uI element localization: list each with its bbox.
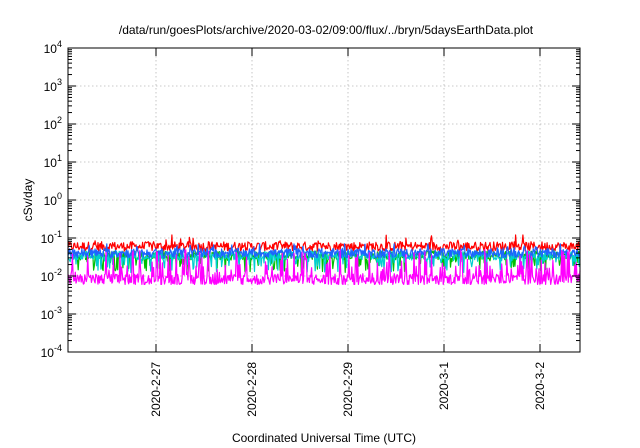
- x-tick-label: 2020-2-27: [149, 362, 163, 417]
- grid: [68, 48, 580, 352]
- y-tick-label: 103: [44, 77, 62, 94]
- y-tick-label: 10-1: [41, 229, 62, 246]
- y-tick-label: 10-4: [41, 343, 62, 360]
- chart-title: /data/run/goesPlots/archive/2020-03-02/0…: [119, 23, 534, 37]
- y-tick-label: 104: [44, 39, 62, 56]
- y-axis-label: cSv/day: [21, 179, 35, 222]
- y-tick-label: 10-2: [41, 267, 62, 284]
- x-tick-label: 2020-2-29: [341, 362, 355, 417]
- y-axis: 10-4 10-3 10-2 10-1 100 101 102 103 104: [41, 39, 580, 360]
- y-tick-label: 102: [44, 115, 62, 132]
- x-tick-label: 2020-3-1: [437, 362, 451, 410]
- series-line: [67, 234, 581, 252]
- x-axis-label: Coordinated Universal Time (UTC): [232, 431, 416, 445]
- series-group: [67, 234, 581, 285]
- x-tick-label: 2020-3-2: [533, 362, 547, 410]
- x-tick-label: 2020-2-28: [245, 362, 259, 417]
- x-axis: 2020-2-27 2020-2-28 2020-2-29 2020-3-1 2020-…: [149, 48, 547, 417]
- series-line: [67, 249, 581, 285]
- y-tick-label: 100: [44, 191, 62, 208]
- y-tick-label: 10-3: [41, 305, 62, 322]
- series-line: [67, 243, 581, 259]
- y-tick-label: 101: [44, 153, 62, 170]
